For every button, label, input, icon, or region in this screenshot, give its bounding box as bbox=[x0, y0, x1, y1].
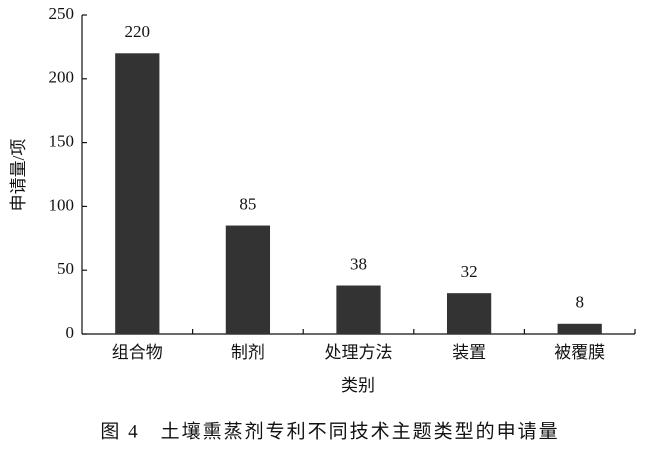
x-tick-label: 制剂 bbox=[231, 343, 265, 362]
bar bbox=[115, 53, 160, 334]
y-axis-label: 申请量/项 bbox=[9, 139, 28, 212]
bar bbox=[225, 225, 271, 334]
chart-title: 图 4 土壤熏蒸剂专利不同技术主题类型的申请量 bbox=[100, 420, 559, 442]
bar bbox=[446, 293, 492, 334]
x-axis-label: 类别 bbox=[341, 376, 375, 395]
y-tick-label: 0 bbox=[66, 323, 75, 342]
bar bbox=[336, 285, 381, 334]
data-label: 85 bbox=[239, 194, 256, 213]
data-label: 220 bbox=[125, 22, 151, 41]
x-tick-label: 组合物 bbox=[112, 343, 163, 362]
x-tick-label: 装置 bbox=[452, 343, 486, 362]
y-tick-label: 200 bbox=[49, 68, 75, 87]
y-tick-label: 100 bbox=[49, 195, 75, 214]
y-tick-label: 250 bbox=[49, 4, 75, 23]
y-tick-label: 150 bbox=[49, 132, 75, 151]
data-label: 8 bbox=[575, 293, 584, 312]
bar bbox=[557, 323, 602, 334]
data-label: 32 bbox=[461, 262, 478, 281]
data-label: 38 bbox=[350, 254, 367, 273]
x-tick-label: 处理方法 bbox=[325, 343, 393, 362]
x-tick-label: 被覆膜 bbox=[554, 343, 605, 362]
y-tick-label: 50 bbox=[57, 259, 74, 278]
